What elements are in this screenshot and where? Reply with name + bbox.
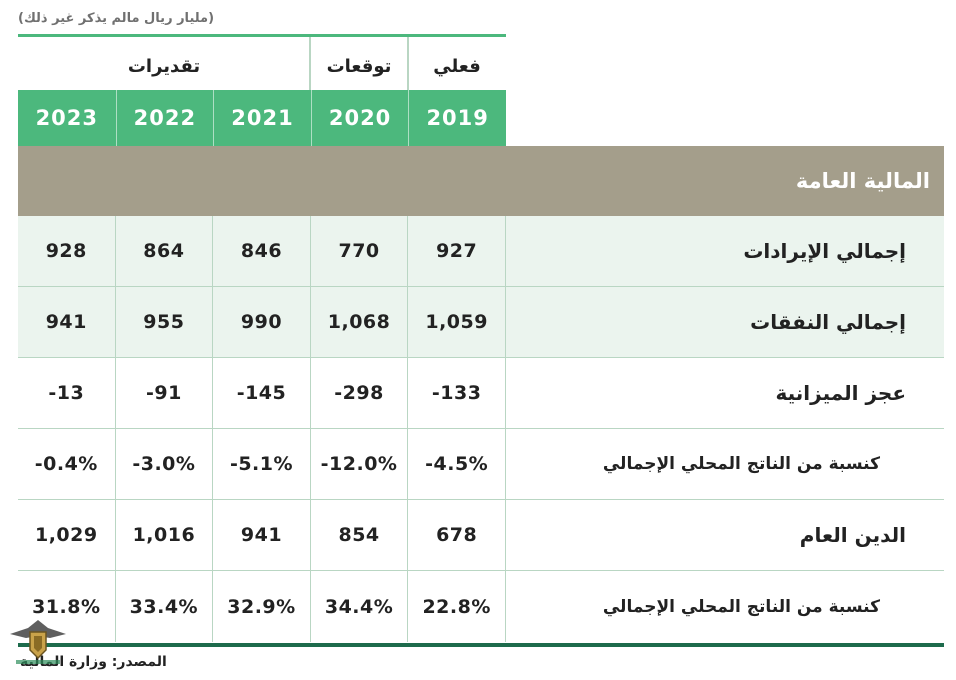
row-label: كنسبة من الناتج المحلي الإجمالي bbox=[602, 596, 880, 617]
table-row: 31.8% 33.4% 32.9% 34.4% 22.8% كنسبة من ا… bbox=[18, 571, 944, 642]
value-cell: 941 bbox=[18, 287, 116, 357]
group-label-forecast: توقعات bbox=[326, 56, 392, 77]
source-note: المصدر: وزارة المالية bbox=[20, 654, 167, 670]
value-cell: 1,029 bbox=[18, 500, 116, 570]
value-cell: -0.4% bbox=[18, 429, 116, 499]
value-cell: 32.9% bbox=[213, 571, 311, 642]
value-cell: -12.0% bbox=[311, 429, 409, 499]
table-row: -0.4% -3.0% -5.1% -12.0% -4.5% كنسبة من … bbox=[18, 429, 944, 500]
group-label-estimates: تقديرات bbox=[127, 56, 201, 77]
year-header-cell: 2020 bbox=[310, 90, 409, 146]
value-cell: 854 bbox=[311, 500, 409, 570]
year-header-cell: 2019 bbox=[408, 90, 506, 146]
row-label: إجمالي النفقات bbox=[750, 310, 906, 334]
value-cell: 955 bbox=[116, 287, 214, 357]
year-header-cell: 2021 bbox=[213, 90, 311, 146]
value-cell: 928 bbox=[18, 216, 116, 286]
value-cell: 941 bbox=[213, 500, 311, 570]
row-label: كنسبة من الناتج المحلي الإجمالي bbox=[602, 454, 880, 474]
table-row: 941 955 990 1,068 1,059 إجمالي النفقات bbox=[18, 287, 944, 358]
value-cell: 846 bbox=[213, 216, 311, 286]
value-cell: -4.5% bbox=[408, 429, 506, 499]
row-label: إجمالي الإيرادات bbox=[743, 239, 906, 263]
header-top-line bbox=[18, 34, 506, 37]
row-label: عجز الميزانية bbox=[775, 381, 906, 405]
group-divider bbox=[407, 37, 409, 90]
group-divider bbox=[309, 37, 311, 90]
value-cell: 864 bbox=[116, 216, 214, 286]
table-bottom-line bbox=[18, 643, 944, 647]
unit-note: (مليار ريال مالم يذكر غير ذلك) bbox=[18, 11, 215, 26]
year-header-cell: 2022 bbox=[115, 90, 214, 146]
value-cell: 22.8% bbox=[408, 571, 506, 642]
value-cell: 33.4% bbox=[116, 571, 214, 642]
value-cell: 34.4% bbox=[311, 571, 409, 642]
table-row: 928 864 846 770 927 إجمالي الإيرادات bbox=[18, 216, 944, 287]
year-header-cell: 2023 bbox=[35, 106, 99, 130]
table-row: -13 -91 -145 -298 -133 عجز الميزانية bbox=[18, 358, 944, 429]
value-cell: 1,068 bbox=[311, 287, 409, 357]
value-cell: 770 bbox=[311, 216, 409, 286]
section-band: المالية العامة bbox=[18, 146, 944, 216]
value-cell: -133 bbox=[408, 358, 506, 428]
row-label: الدين العام bbox=[799, 523, 906, 547]
value-cell: -298 bbox=[311, 358, 409, 428]
table-row: 1,029 1,016 941 854 678 الدين العام bbox=[18, 500, 944, 571]
value-cell: -145 bbox=[213, 358, 311, 428]
year-header-row: 2023 2022 2021 2020 2019 bbox=[18, 90, 506, 146]
value-cell: 927 bbox=[408, 216, 506, 286]
value-cell: 678 bbox=[408, 500, 506, 570]
value-cell: 31.8% bbox=[18, 571, 116, 642]
value-cell: -13 bbox=[18, 358, 116, 428]
group-label-actual: فعلي bbox=[433, 56, 481, 77]
value-cell: -3.0% bbox=[116, 429, 214, 499]
value-cell: 1,059 bbox=[408, 287, 506, 357]
section-title: المالية العامة bbox=[795, 169, 930, 193]
value-cell: -5.1% bbox=[213, 429, 311, 499]
value-cell: -91 bbox=[116, 358, 214, 428]
shield-eagle-logo-icon bbox=[10, 620, 66, 664]
value-cell: 1,016 bbox=[116, 500, 214, 570]
value-cell: 990 bbox=[213, 287, 311, 357]
